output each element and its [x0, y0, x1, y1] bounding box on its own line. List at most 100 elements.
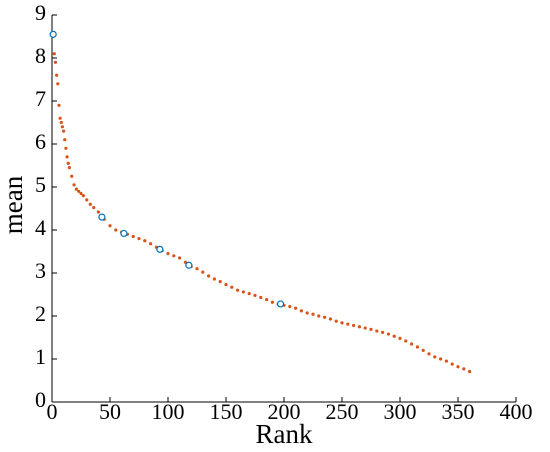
data-point [56, 82, 60, 86]
data-point [259, 295, 263, 300]
data-point [58, 116, 62, 120]
data-point [276, 300, 285, 308]
data-point [96, 210, 100, 214]
data-point [288, 304, 292, 309]
data-point [381, 330, 385, 334]
x-tick-label: 300 [384, 399, 417, 424]
data-point [346, 322, 350, 326]
data-point [433, 355, 437, 359]
y-tick-label: 8 [35, 43, 46, 68]
y-tick-label: 6 [35, 129, 46, 154]
data-point [149, 242, 153, 246]
data-point [201, 270, 205, 274]
data-point [72, 183, 76, 187]
data-point [317, 314, 321, 318]
data-point [340, 321, 344, 325]
data-point [85, 198, 89, 202]
data-point [334, 319, 338, 323]
y-tick-label: 7 [35, 86, 46, 111]
data-point [375, 329, 379, 333]
data-point [62, 129, 66, 133]
data-point [81, 194, 85, 198]
data-point [57, 103, 61, 107]
data-point [114, 228, 118, 232]
data-point [66, 161, 70, 165]
data-point [352, 323, 356, 328]
data-point [311, 312, 315, 316]
x-tick-label: 400 [500, 399, 533, 424]
data-point [224, 283, 228, 287]
data-point [195, 267, 199, 271]
data-point [369, 327, 373, 331]
x-tick-label: 0 [47, 399, 58, 424]
data-point [270, 300, 274, 304]
data-point [77, 189, 81, 193]
data-point [305, 311, 309, 315]
data-point [450, 362, 454, 366]
y-tick-label: 2 [35, 301, 46, 326]
data-point [67, 166, 71, 170]
data-point [427, 352, 431, 356]
data-point [64, 146, 68, 150]
x-axis-label: Rank [256, 419, 313, 449]
data-point [410, 342, 414, 346]
data-point [207, 274, 211, 278]
data-point [294, 306, 298, 310]
data-point [421, 348, 425, 352]
data-point [143, 239, 147, 243]
data-point [398, 336, 402, 340]
data-point [230, 285, 234, 289]
x-tick-label: 50 [99, 399, 121, 424]
x-tick-label: 350 [442, 399, 475, 424]
data-point [439, 357, 443, 361]
x-tick-label: 150 [210, 399, 243, 424]
data-point [172, 254, 176, 258]
data-point [131, 234, 135, 239]
y-tick-label: 0 [35, 387, 46, 412]
data-point [49, 30, 57, 38]
data-point [328, 317, 332, 321]
data-point [65, 155, 69, 159]
data-point [92, 206, 96, 210]
data-point [236, 288, 240, 292]
data-point [178, 256, 182, 260]
data-point [156, 245, 164, 253]
data-point [59, 120, 63, 125]
data-point [357, 325, 361, 329]
data-point [323, 315, 327, 319]
data-point [462, 367, 466, 371]
data-point [74, 187, 78, 191]
data-point [253, 293, 257, 297]
data-point [456, 365, 460, 369]
data-point [108, 224, 112, 228]
data-point [218, 280, 222, 284]
y-tick-label: 5 [35, 172, 46, 197]
data-point [53, 60, 58, 64]
data-point [386, 332, 390, 336]
data-point [468, 369, 472, 374]
data-point [88, 202, 92, 206]
y-tick-label: 9 [35, 0, 46, 25]
data-point [52, 52, 56, 56]
data-point [415, 345, 419, 349]
y-tick-label: 3 [35, 258, 46, 283]
data-point [392, 334, 396, 338]
data-point [265, 298, 269, 302]
data-point [137, 237, 141, 241]
data-point [98, 213, 106, 221]
data-point [212, 277, 216, 281]
data-point [70, 174, 74, 178]
data-point [363, 326, 367, 330]
y-tick-label: 1 [35, 344, 46, 369]
data-point [63, 138, 67, 142]
data-point [185, 261, 193, 269]
data-point [120, 229, 128, 238]
y-tick-label: 4 [35, 215, 46, 240]
data-point [60, 125, 65, 129]
data-point [247, 292, 251, 296]
data-point [166, 252, 170, 256]
data-point [444, 359, 448, 363]
data-point [299, 309, 303, 313]
data-point [55, 73, 59, 77]
